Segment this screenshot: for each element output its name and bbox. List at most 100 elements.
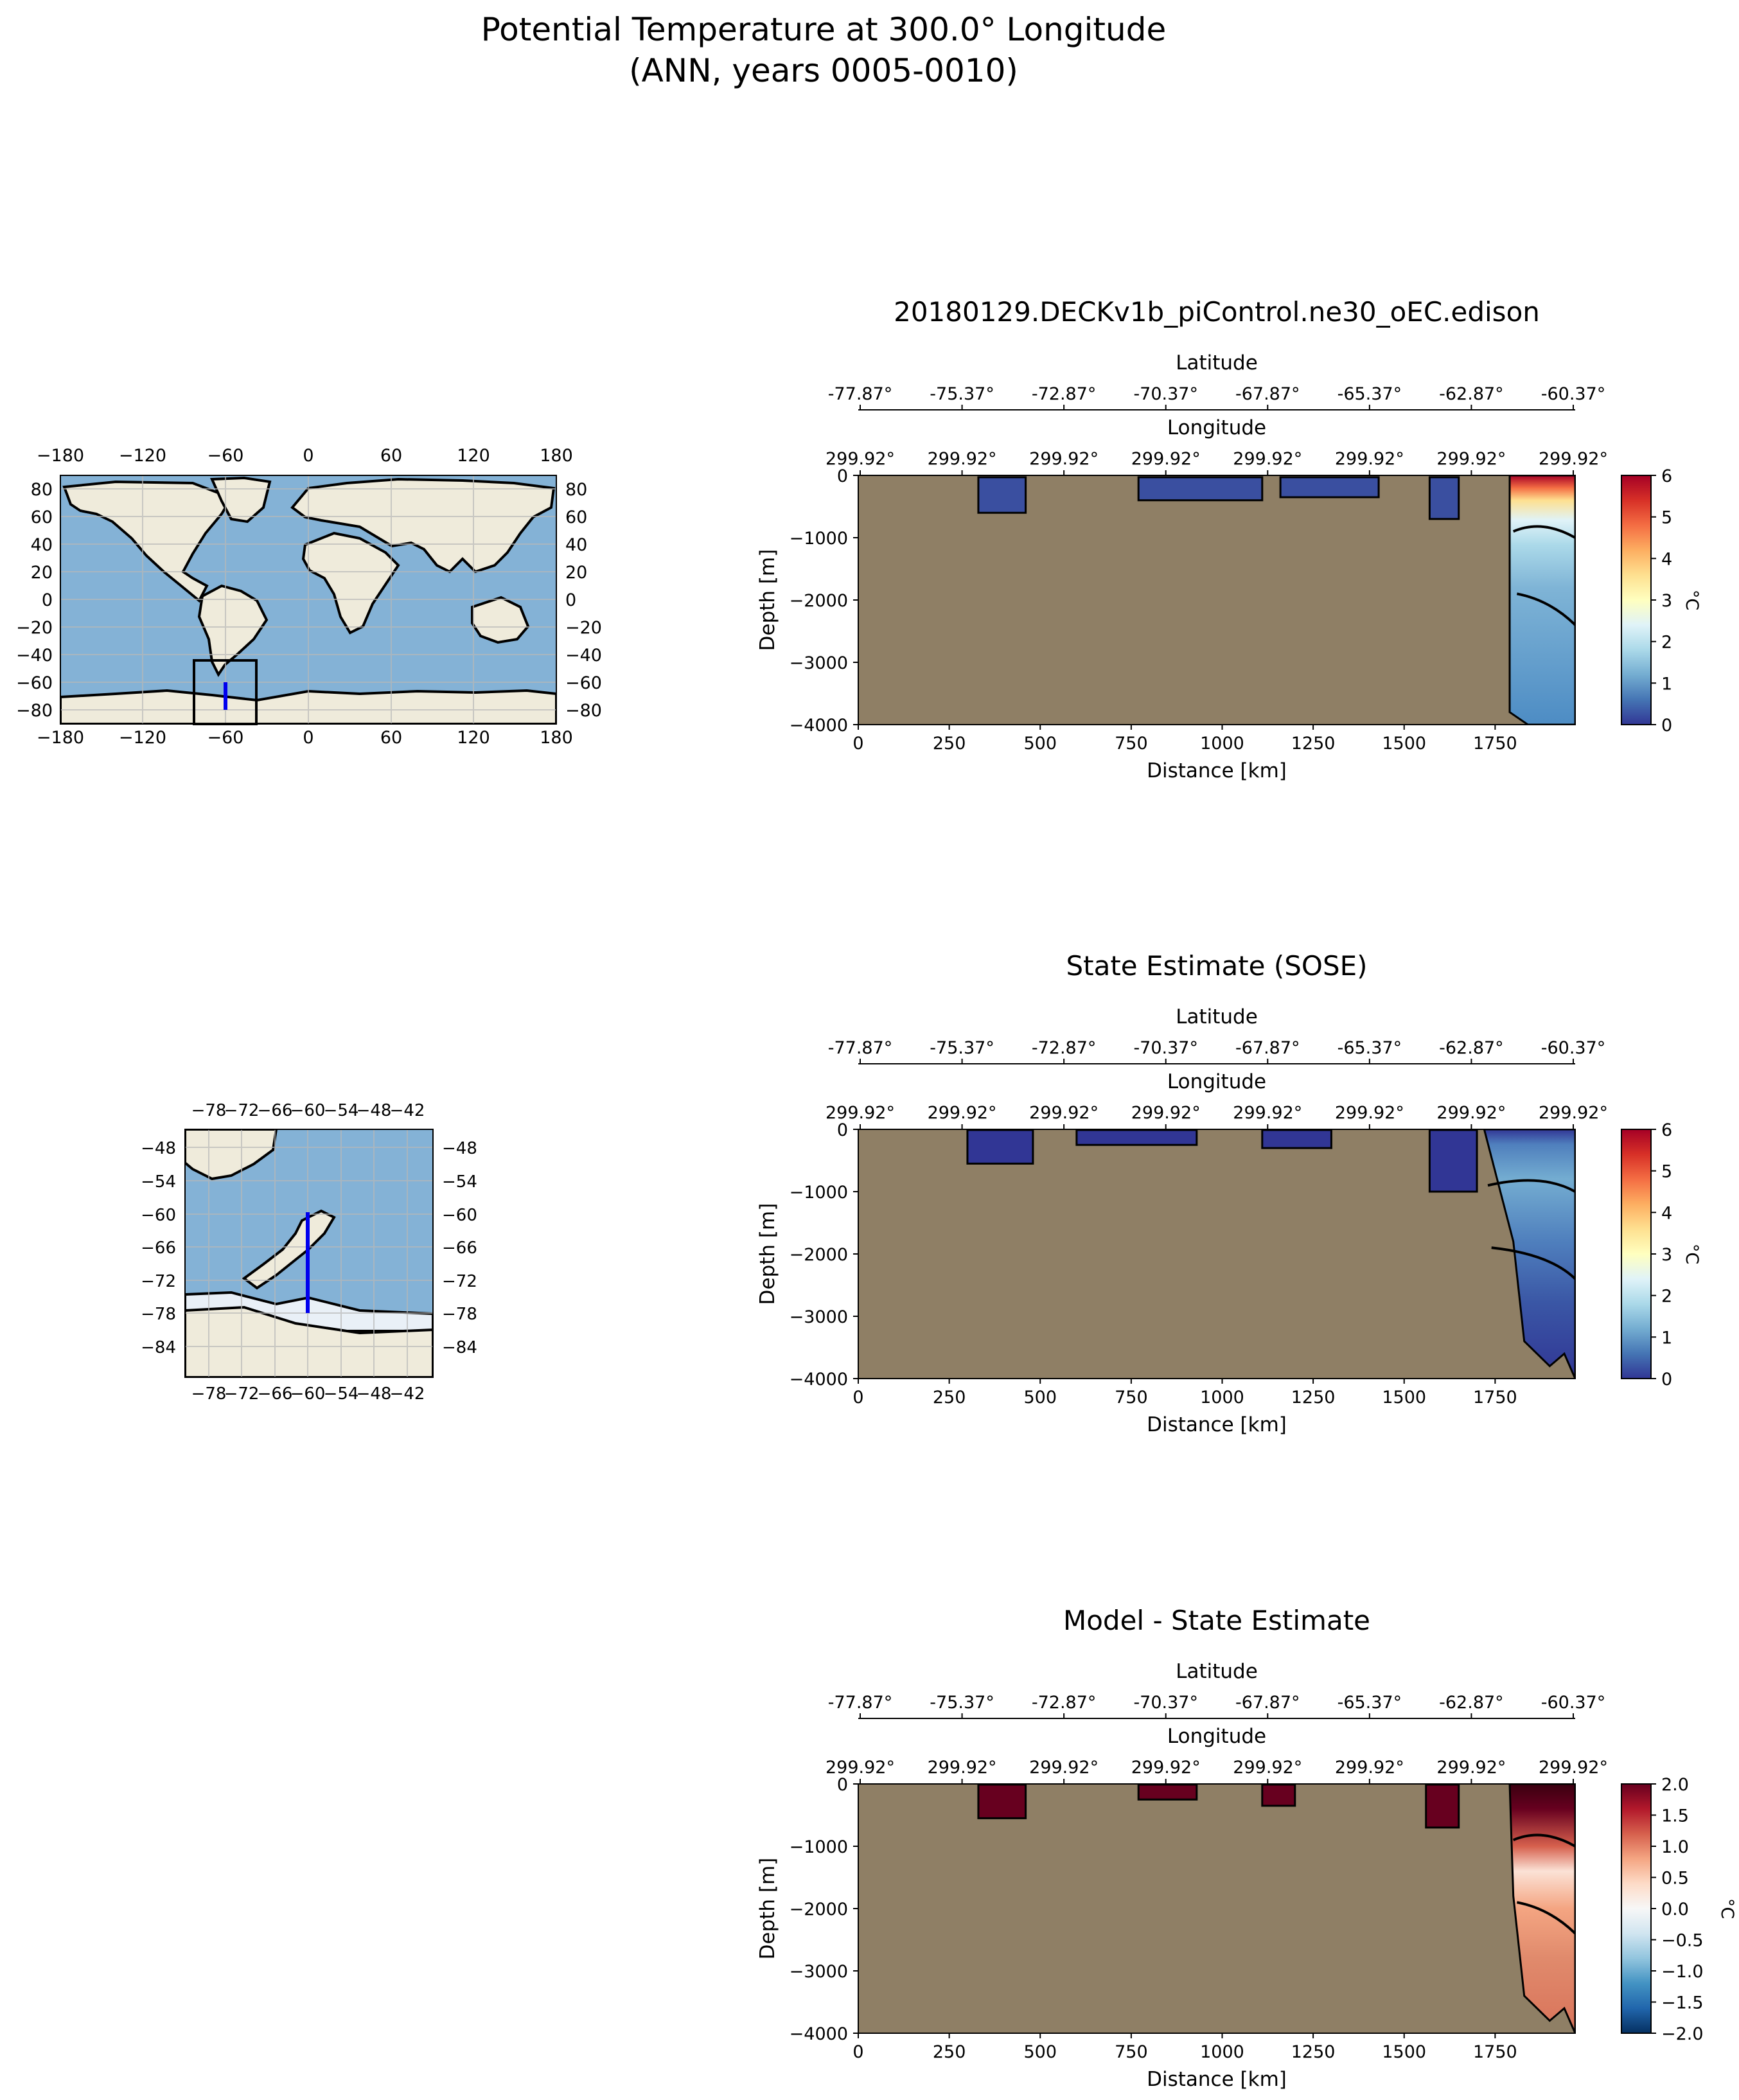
map-y-tick-right: 60: [565, 507, 587, 527]
x-tick-label: 250: [933, 2042, 966, 2062]
x-axis-label: Distance [km]: [1147, 759, 1287, 782]
map-x-tick-top: 60: [380, 446, 402, 466]
inset-x-tick-bottom: −66: [258, 1384, 293, 1404]
global-map-frame: [60, 475, 557, 725]
contour-line: [1512, 525, 1575, 539]
antarctic-peninsula: [242, 1209, 336, 1290]
inset-y-tick-right: −84: [442, 1338, 477, 1357]
longitude-tick-label: 299.92°: [1539, 1758, 1608, 1778]
latitude-tick-label: -77.87°: [828, 1693, 893, 1713]
panel-title: 20180129.DECKv1b_piControl.ne30_oEC.edis…: [894, 296, 1540, 328]
shelf-water-pocket: [1137, 1784, 1198, 1801]
map-x-tick-top: 0: [303, 446, 313, 466]
figure-title: Potential Temperature at 300.0° Longitud…: [481, 11, 1166, 48]
longitude-tick-label: 299.92°: [1335, 1758, 1404, 1778]
longitude-tick-label: 299.92°: [825, 1758, 895, 1778]
latitude-tick-label: -72.87°: [1032, 384, 1097, 404]
colorbar-tick-label: 2.0: [1661, 1775, 1689, 1795]
antarctica-inset: [185, 1305, 433, 1377]
colorbar-tick-label: 2: [1661, 1287, 1672, 1307]
shelf-water-pocket: [966, 1129, 1034, 1165]
map-y-tick-left: 20: [31, 563, 53, 583]
longitude-tick-label: 299.92°: [928, 449, 997, 469]
inset-x-tick-top: −48: [357, 1101, 392, 1120]
panel-title: State Estimate (SOSE): [1066, 950, 1367, 982]
map-y-tick-left: −60: [16, 673, 53, 693]
inset-y-tick-left: −48: [141, 1139, 176, 1158]
longitude-axis-label: Longitude: [1167, 1070, 1266, 1093]
inset-y-tick-left: −72: [141, 1272, 176, 1291]
y-axis-label: Depth [m]: [756, 1858, 779, 1960]
y-tick-label: −2000: [790, 1900, 848, 1919]
longitude-axis-label: Longitude: [1167, 416, 1266, 439]
inset-x-tick-bottom: −72: [224, 1384, 260, 1404]
map-x-tick-bottom: −180: [37, 728, 84, 748]
colorbar-tick-label: 0.5: [1661, 1869, 1689, 1889]
colorbar-tick-label: 4: [1661, 549, 1672, 569]
x-axis-label: Distance [km]: [1147, 2068, 1287, 2091]
x-tick-label: 500: [1023, 2042, 1057, 2062]
section-panel-1: 20180129.DECKv1b_piControl.ne30_oEC.edis…: [756, 296, 1702, 782]
longitude-tick-label: 299.92°: [1335, 449, 1404, 469]
colorbar: [1621, 1783, 1652, 2034]
colorbar-tick-label: −2.0: [1661, 2024, 1704, 2044]
map-x-tick-bottom: 0: [303, 728, 313, 748]
map-x-tick-top: 120: [457, 446, 490, 466]
x-tick-label: 1750: [1473, 2042, 1517, 2062]
x-tick-label: 0: [852, 734, 863, 754]
latitude-axis-label: Latitude: [1176, 1660, 1258, 1683]
latitude-tick-label: -77.87°: [828, 1038, 893, 1058]
longitude-tick-label: 299.92°: [1131, 449, 1201, 469]
x-tick-label: 1500: [1382, 1388, 1426, 1407]
longitude-tick-label: 299.92°: [1029, 1758, 1099, 1778]
latitude-tick-label: -65.37°: [1337, 1693, 1402, 1713]
section-panels: 20180129.DECKv1b_piControl.ne30_oEC.edis…: [756, 296, 1737, 2091]
x-tick-label: 250: [933, 734, 966, 754]
longitude-tick-label: 299.92°: [1539, 1103, 1608, 1123]
map-y-tick-right: 0: [565, 590, 576, 610]
latitude-tick-label: -65.37°: [1337, 384, 1402, 404]
inset-y-tick-left: −60: [141, 1206, 176, 1225]
colorbar-tick-label: −0.5: [1661, 1931, 1704, 1951]
x-tick-label: 1750: [1473, 734, 1517, 754]
map-x-tick-top: −120: [119, 446, 166, 466]
section-plot-area: [858, 1784, 1575, 2033]
section-plot-area: [858, 475, 1575, 725]
longitude-tick-label: 299.92°: [1436, 449, 1506, 469]
shelf-water-pocket: [1428, 1129, 1478, 1193]
x-tick-label: 250: [933, 1388, 966, 1407]
map-x-tick-bottom: −60: [207, 728, 244, 748]
y-tick-label: −4000: [790, 2024, 848, 2044]
latitude-tick-label: -62.87°: [1439, 1693, 1504, 1713]
global-map-ticks: −180 −180 −120 −120 −60 −60 0 0 60 60 120 120 180 180…: [16, 446, 602, 748]
colorbar-tick-label: 0.0: [1661, 1900, 1689, 1919]
latitude-tick-label: -60.37°: [1541, 384, 1606, 404]
shelf-water-pocket: [1137, 476, 1264, 502]
latitude-tick-label: -70.37°: [1133, 384, 1198, 404]
colorbar-tick-label: 0: [1661, 716, 1672, 736]
latitude-axis-label: Latitude: [1176, 351, 1258, 375]
inset-y-tick-right: −66: [442, 1239, 477, 1258]
map-y-tick-left: 60: [31, 507, 53, 527]
inset-x-tick-top: −66: [258, 1101, 293, 1120]
map-y-tick-right: 40: [565, 535, 587, 555]
shelf-water-pocket: [977, 476, 1027, 514]
longitude-axis-label: Longitude: [1167, 1725, 1266, 1748]
map-x-tick-top: 180: [540, 446, 573, 466]
map-y-tick-right: 20: [565, 563, 587, 583]
land-mask: [858, 475, 1575, 725]
y-tick-label: −3000: [790, 1962, 848, 1982]
longitude-tick-label: 299.92°: [1335, 1103, 1404, 1123]
land-mask: [858, 1784, 1575, 2033]
latitude-tick-label: -70.37°: [1133, 1038, 1198, 1058]
contour-line: [1487, 1179, 1575, 1193]
latitude-tick-label: -75.37°: [930, 384, 994, 404]
inset-y-tick-left: −84: [141, 1338, 176, 1357]
x-tick-label: 1750: [1473, 1388, 1517, 1407]
latitude-tick-label: -62.87°: [1439, 1038, 1504, 1058]
colorbar-tick-label: −1.5: [1661, 1993, 1704, 2013]
inset-x-tick-top: −54: [324, 1101, 359, 1120]
x-tick-label: 0: [852, 2042, 863, 2062]
x-tick-label: 1000: [1200, 2042, 1244, 2062]
map-y-tick-left: −40: [16, 646, 53, 666]
